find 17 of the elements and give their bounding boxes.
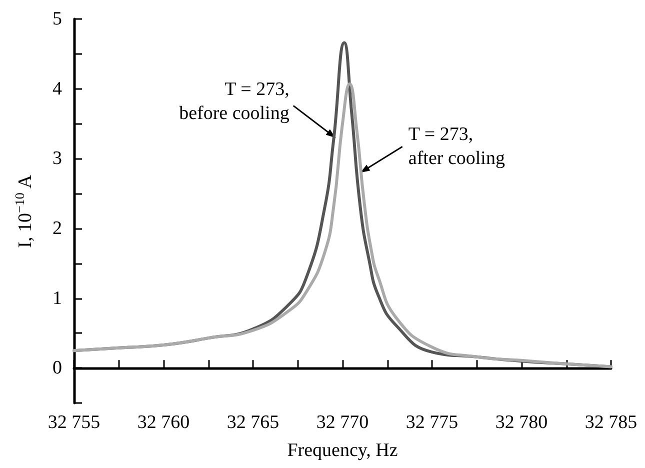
x-tick-label: 32 770 (316, 412, 369, 433)
annotation: T = 273, before cooling (179, 79, 290, 124)
y-tick-label: 5 (52, 8, 62, 30)
y-tick-label: 1 (52, 288, 62, 309)
y-axis-title: I, 10−10 A (12, 174, 36, 248)
annotation: T = 273, after cooling (408, 124, 506, 170)
x-tick-label: 32 760 (137, 412, 190, 433)
x-tick-label: 32 785 (584, 412, 638, 433)
x-tick-label: 32 755 (48, 412, 100, 433)
y-tick-label: 0 (52, 358, 62, 379)
y-tick-label: 2 (52, 218, 62, 239)
x-axis-title: Frequency, Hz (287, 440, 398, 461)
x-tick-label: 32 780 (495, 412, 548, 433)
x-tick-label: 32 765 (226, 412, 280, 433)
x-tick-label: 32 775 (406, 412, 458, 433)
y-tick-label: 4 (52, 78, 62, 100)
y-tick-label: 3 (52, 148, 62, 170)
